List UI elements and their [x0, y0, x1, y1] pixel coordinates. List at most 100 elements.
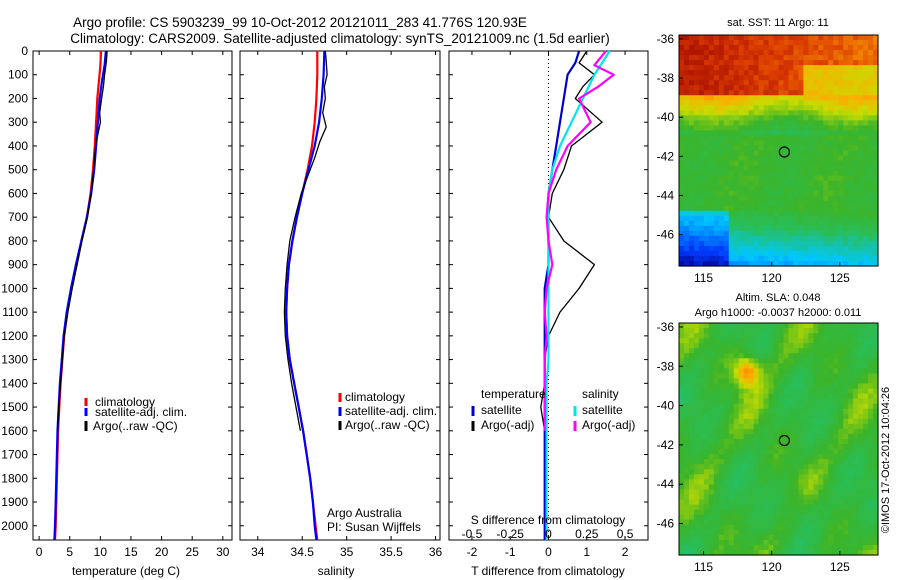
heatmap-cell	[713, 504, 720, 511]
heatmap-cell	[868, 378, 874, 385]
heatmap-cell	[728, 135, 735, 142]
heatmap-cell	[748, 200, 755, 207]
heatmap-cell	[833, 363, 839, 369]
heatmap-cell	[783, 255, 790, 262]
heatmap-cell	[848, 205, 854, 212]
heatmap-cell	[853, 230, 859, 237]
heatmap-cell	[723, 95, 730, 101]
heatmap-cell	[848, 454, 854, 460]
heatmap-cell	[683, 549, 690, 556]
heatmap-cell	[679, 469, 685, 475]
heatmap-cell	[858, 403, 864, 410]
heatmap-cell	[808, 363, 814, 369]
heatmap-cell	[818, 95, 824, 101]
heatmap-cell	[793, 358, 799, 364]
heatmap-cell	[693, 190, 700, 197]
heatmap-cell	[713, 210, 720, 217]
x-tick-label: 5	[66, 545, 73, 559]
sla-map-title-line1: Altim. SLA: 0.048	[736, 292, 821, 304]
heatmap-cell	[733, 160, 740, 167]
depth-tick-label: 1200	[1, 329, 28, 343]
heatmap-cell	[753, 474, 760, 480]
heatmap-cell	[813, 160, 819, 167]
heatmap-cell	[828, 95, 834, 101]
heatmap-cell	[853, 160, 859, 167]
heatmap-cell	[833, 235, 839, 242]
heatmap-cell	[828, 170, 834, 177]
heatmap-cell	[698, 408, 705, 415]
heatmap-cell	[858, 185, 864, 192]
heatmap-cell	[723, 115, 730, 121]
heatmap-cell	[718, 544, 725, 551]
map-y-tick-label: -38	[657, 71, 675, 85]
heatmap-cell	[708, 514, 715, 521]
heatmap-cell	[788, 250, 795, 257]
heatmap-cell	[833, 509, 839, 516]
heatmap-cell	[698, 175, 705, 182]
heatmap-cell	[758, 100, 765, 106]
heatmap-cell	[693, 245, 700, 252]
heatmap-cell	[833, 155, 839, 162]
heatmap-cell	[748, 484, 755, 491]
heatmap-cell	[853, 155, 859, 162]
difference-series	[540, 50, 615, 540]
heatmap-cell	[708, 348, 715, 354]
heatmap-cell	[798, 534, 804, 541]
heatmap-cell	[808, 539, 814, 546]
heatmap-cell	[818, 50, 824, 56]
heatmap-cell	[823, 494, 829, 501]
heatmap-cell	[688, 195, 695, 202]
heatmap-cell	[743, 130, 750, 137]
heatmap-cell	[683, 210, 690, 217]
heatmap-cell	[823, 383, 829, 390]
heatmap-cell	[773, 519, 780, 526]
heatmap-cell	[679, 240, 685, 247]
heatmap-cell	[768, 70, 775, 76]
heatmap-cell	[863, 230, 869, 237]
heatmap-cell	[738, 65, 745, 71]
heatmap-cell	[718, 135, 725, 142]
heatmap-cell	[833, 210, 839, 217]
heatmap-cell	[788, 100, 795, 106]
heatmap-cell	[768, 205, 775, 212]
heatmap-cell	[693, 363, 700, 369]
heatmap-cell	[768, 140, 775, 147]
heatmap-cell	[873, 403, 879, 410]
heatmap-cell	[873, 140, 879, 147]
heatmap-cell	[833, 80, 839, 86]
heatmap-cell	[738, 135, 745, 142]
heatmap-cell	[813, 514, 819, 521]
heatmap-cell	[783, 444, 790, 450]
heatmap-cell	[748, 494, 755, 501]
heatmap-cell	[748, 160, 755, 167]
temperature-x-axis: 0 5 10 15 20 25 30	[36, 51, 230, 559]
heatmap-cell	[798, 373, 804, 380]
heatmap-cell	[813, 35, 819, 41]
heatmap-cell	[863, 155, 869, 162]
heatmap-cell	[733, 250, 740, 257]
heatmap-cell	[753, 140, 760, 147]
heatmap-cell	[698, 343, 705, 349]
heatmap-cell	[873, 333, 879, 339]
heatmap-cell	[833, 449, 839, 455]
heatmap-cell	[793, 398, 799, 405]
heatmap-cell	[768, 185, 775, 192]
heatmap-cell	[758, 225, 765, 232]
heatmap-cell	[793, 180, 799, 187]
heatmap-cell	[723, 180, 730, 187]
heatmap-cell	[723, 160, 730, 167]
heatmap-cell	[763, 519, 770, 526]
heatmap-cell	[793, 155, 799, 162]
heatmap-cell	[818, 509, 824, 516]
heatmap-cell	[828, 215, 834, 222]
heatmap-cell	[793, 449, 799, 455]
heatmap-cell	[848, 534, 854, 541]
heatmap-cell	[833, 220, 839, 227]
heatmap-cell	[763, 220, 770, 227]
heatmap-cell	[753, 110, 760, 116]
heatmap-cell	[818, 120, 824, 126]
heatmap-cell	[828, 175, 834, 182]
heatmap-cell	[728, 393, 735, 400]
heatmap-cell	[753, 210, 760, 217]
heatmap-cell	[768, 433, 775, 440]
